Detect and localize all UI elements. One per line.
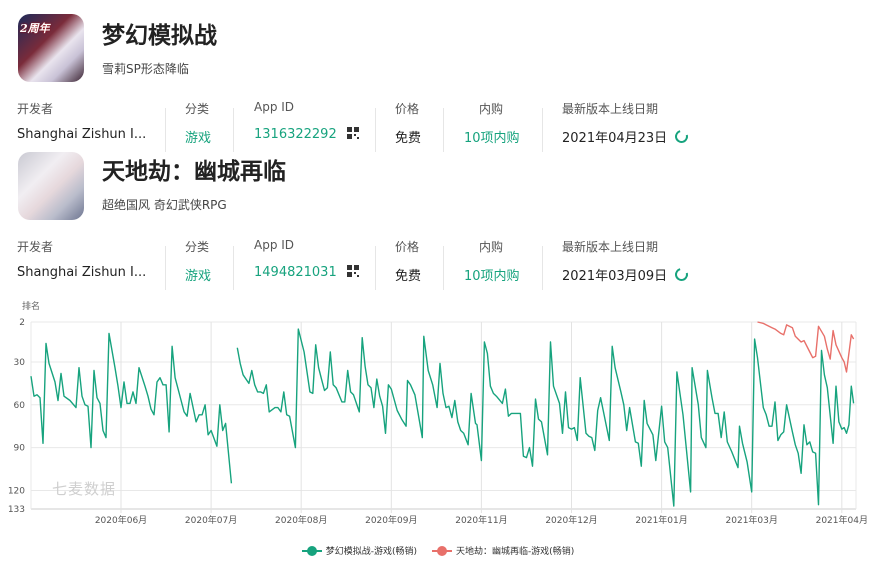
y-tick-label: 133: [8, 505, 25, 515]
divider: [443, 108, 444, 152]
release-value: 2021年04月23日: [562, 131, 668, 146]
divider: [233, 246, 234, 290]
qr-code-icon[interactable]: [346, 265, 359, 277]
y-tick-label: 120: [8, 486, 25, 496]
divider: [542, 246, 543, 290]
iap-value[interactable]: 10项内购: [464, 131, 520, 146]
price-value: 免费: [395, 269, 422, 284]
app-icon[interactable]: 2周年: [18, 14, 84, 82]
release-label: 最新版本上线日期: [562, 240, 659, 254]
legend-label: 天地劫：幽城再临-游戏(畅销): [455, 547, 575, 557]
app-card-1: 2周年 梦幻模拟战 雪莉SP形态降临 开发者 Shanghai Zishun I…: [0, 14, 876, 152]
x-tick-label: 2020年08月: [275, 514, 327, 526]
developer-value[interactable]: Shanghai Zishun I...: [17, 265, 147, 280]
developer-label: 开发者: [17, 240, 54, 254]
app-icon[interactable]: [18, 152, 84, 220]
x-tick-label: 2020年12月: [545, 514, 597, 526]
price-label: 价格: [395, 240, 420, 254]
price-value: 免费: [395, 131, 422, 146]
divider: [233, 108, 234, 152]
watermark: 七麦数据: [52, 480, 117, 498]
x-tick-label: 2021年03月: [726, 514, 778, 526]
price-label: 价格: [395, 102, 420, 116]
legend-item-series-2[interactable]: 天地劫：幽城再临-游戏(畅销): [431, 544, 575, 557]
divider: [443, 246, 444, 290]
app-id-label: App ID: [254, 238, 295, 252]
y-axis-label: 排名: [22, 300, 40, 312]
y-tick-label: 2: [19, 318, 25, 328]
release-label: 最新版本上线日期: [562, 102, 659, 116]
series-line-2: [757, 321, 855, 373]
app-subtitle: 雪莉SP形态降临: [102, 62, 189, 76]
chart-legend: 梦幻模拟战-游戏(畅销) 天地劫：幽城再临-游戏(畅销): [0, 544, 876, 559]
refresh-icon[interactable]: [672, 127, 691, 146]
iap-value[interactable]: 10项内购: [464, 269, 520, 284]
iap-label: 内购: [479, 240, 504, 254]
app-title[interactable]: 梦幻模拟战: [102, 23, 217, 49]
series-line-1: [30, 328, 855, 507]
category-label: 分类: [185, 240, 210, 254]
divider: [375, 246, 376, 290]
x-tick-label: 2021年01月: [635, 514, 687, 526]
app-card-2: 天地劫：幽城再临 超绝国风 奇幻武侠RPG 开发者 Shanghai Zishu…: [0, 152, 876, 290]
app-icon-badge: 2周年: [20, 22, 50, 35]
refresh-icon[interactable]: [672, 265, 691, 284]
release-value: 2021年03月09日: [562, 269, 668, 284]
developer-value[interactable]: Shanghai Zishun I...: [17, 127, 147, 142]
category-value[interactable]: 游戏: [185, 131, 212, 146]
divider: [165, 108, 166, 152]
category-label: 分类: [185, 102, 210, 116]
app-title[interactable]: 天地劫：幽城再临: [102, 159, 286, 185]
divider: [542, 108, 543, 152]
ranking-chart[interactable]: 排名 2 30 60 90 120 133 2020年06月 2020年07月 2020年08月…: [0, 296, 876, 536]
legend-item-series-1[interactable]: 梦幻模拟战-游戏(畅销): [301, 544, 418, 557]
y-tick-label: 30: [14, 358, 26, 368]
app-subtitle: 超绝国风 奇幻武侠RPG: [102, 198, 227, 212]
legend-marker: [301, 545, 322, 556]
x-tick-label: 2020年07月: [185, 514, 237, 526]
app-id-label: App ID: [254, 100, 295, 114]
legend-label: 梦幻模拟战-游戏(畅销): [325, 547, 418, 557]
divider: [165, 246, 166, 290]
app-id-value[interactable]: 1494821031: [254, 265, 337, 280]
x-tick-label: 2021年04月: [816, 514, 868, 526]
y-tick-label: 60: [14, 401, 26, 411]
qr-code-icon[interactable]: [346, 127, 359, 139]
category-value[interactable]: 游戏: [185, 269, 212, 284]
iap-label: 内购: [479, 102, 504, 116]
divider: [375, 108, 376, 152]
app-id-value[interactable]: 1316322292: [254, 127, 337, 142]
x-tick-label: 2020年11月: [455, 514, 507, 526]
legend-marker: [431, 545, 452, 556]
developer-label: 开发者: [17, 102, 54, 116]
y-tick-label: 90: [14, 444, 26, 454]
x-tick-label: 2020年06月: [95, 514, 147, 526]
x-tick-label: 2020年09月: [365, 514, 417, 526]
